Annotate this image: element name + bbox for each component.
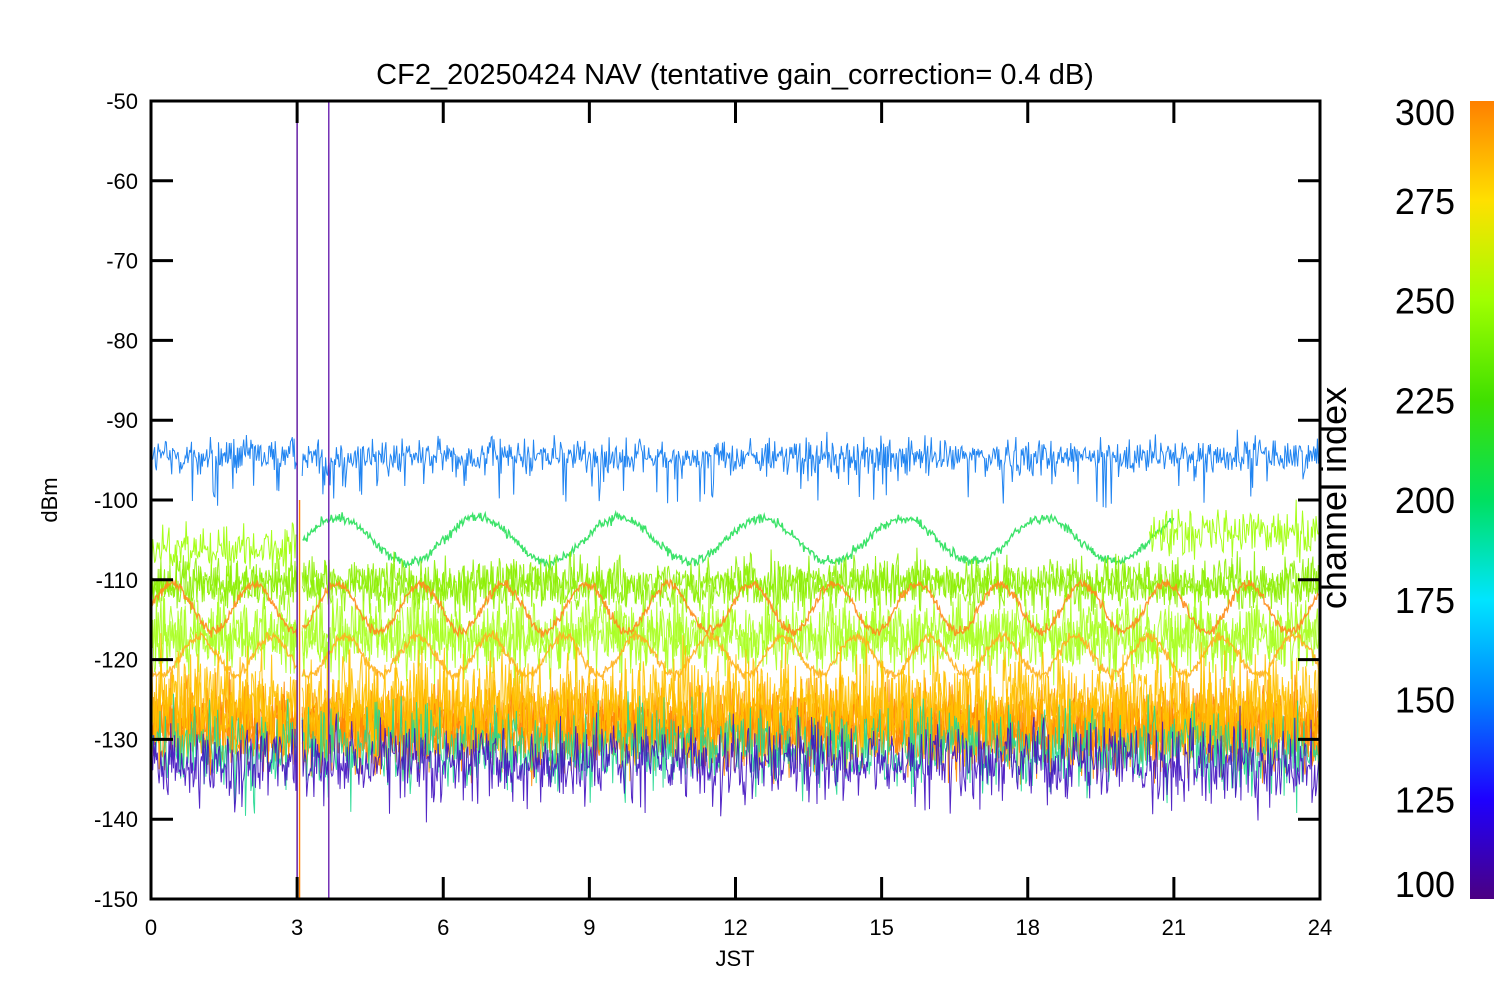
- y-tick-label-9: -140: [94, 807, 138, 832]
- x-tick-label-3: 9: [583, 915, 595, 940]
- series-line-ch285-6-0: [151, 577, 1320, 639]
- colorbar-tick-label-3: 175: [1395, 580, 1455, 621]
- x-tick-label-4: 12: [723, 915, 747, 940]
- chart-title: CF2_20250424 NAV (tentative gain_correct…: [376, 59, 1094, 91]
- x-axis: 0 3 6 9 12 15 18 21 24: [145, 101, 1332, 940]
- colorbar-tick-label-2: 150: [1395, 680, 1455, 721]
- y-axis: -50 -60 -70 -80 -90 -100 -110 -120 -130 -140 -150: [94, 89, 1320, 912]
- colorbar-tick-label-7: 275: [1395, 181, 1455, 222]
- x-tick-label-1: 3: [291, 915, 303, 940]
- colorbar-tick-label-4: 200: [1395, 480, 1455, 521]
- x-tick-label-0: 0: [145, 915, 157, 940]
- y-axis-label: dBm: [37, 477, 62, 522]
- series-line-ch275-9-1: [151, 642, 1320, 779]
- x-tick-label-7: 21: [1162, 915, 1186, 940]
- series-line-ch120-11-0: [151, 705, 1320, 823]
- colorbar-tick-label-0: 100: [1395, 864, 1455, 905]
- y-tick-label-10: -150: [94, 887, 138, 912]
- colorbar-tick-label-5: 225: [1395, 380, 1455, 421]
- colorbar: [1470, 101, 1494, 899]
- series-line-ch250-5-1: [151, 582, 1320, 687]
- series-line-ch255-3-0: [151, 521, 297, 579]
- plot-data-layer: [151, 101, 1320, 899]
- y-tick-label-6: -110: [96, 568, 138, 593]
- x-tick-label-8: 24: [1308, 915, 1332, 940]
- series-line-ch240-1-0: [302, 509, 1175, 572]
- y-tick-label-7: -120: [94, 648, 138, 673]
- y-tick-label-2: -70: [106, 249, 138, 274]
- colorbar-label: channel index: [1313, 387, 1354, 609]
- colorbar-tick-label-1: 125: [1395, 779, 1455, 820]
- y-tick-label-1: -60: [106, 169, 138, 194]
- x-axis-label: JST: [715, 946, 754, 971]
- y-tick-label-8: -130: [94, 727, 138, 752]
- series-line-ch255-4-0: [1149, 499, 1320, 563]
- y-tick-label-5: -100: [94, 488, 138, 513]
- x-tick-label-2: 6: [437, 915, 449, 940]
- y-tick-label-4: -90: [106, 408, 138, 433]
- x-tick-label-5: 15: [869, 915, 893, 940]
- x-tick-label-6: 18: [1016, 915, 1040, 940]
- colorbar-tick-label-8: 300: [1395, 92, 1455, 133]
- colorbar-ticks: 100 125 150 175 200 225 250 275 300: [1395, 92, 1455, 905]
- colorbar-tick-label-6: 250: [1395, 281, 1455, 322]
- y-tick-label-0: -50: [106, 89, 138, 114]
- series-line-ch150-0-0: [151, 429, 1320, 508]
- y-tick-label-3: -80: [106, 328, 138, 353]
